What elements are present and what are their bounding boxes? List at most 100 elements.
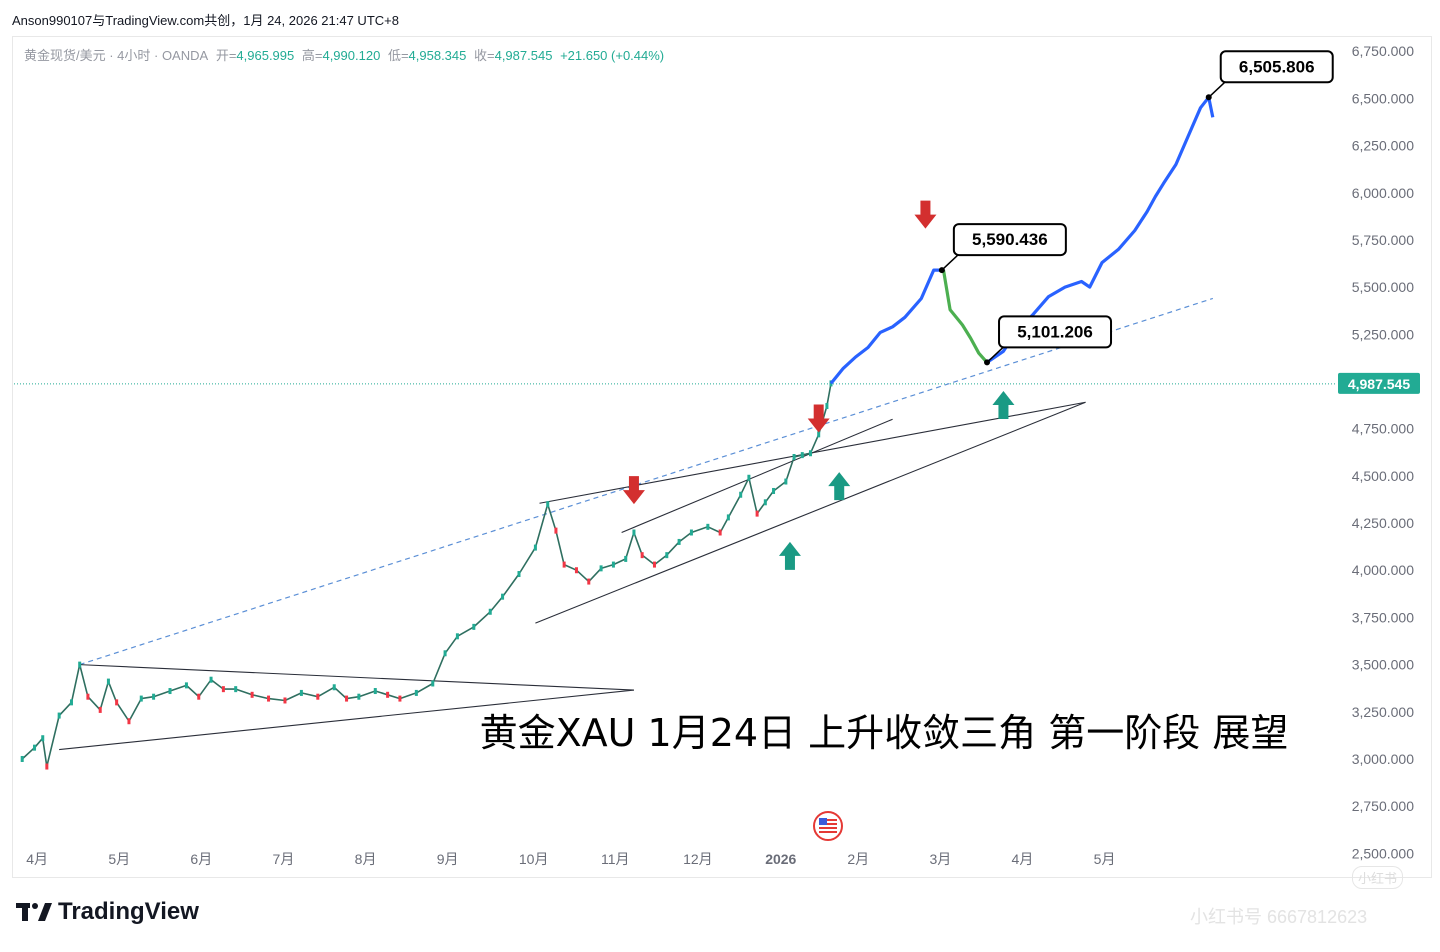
candle (221, 686, 225, 693)
candle (69, 699, 73, 706)
symbol-label: 黄金现货/美元 · 4小时 · OANDA (24, 48, 209, 63)
callout-box (998, 315, 1113, 349)
callout-label: 5,101.206 (1017, 322, 1093, 341)
callout-label: 5,590.436 (972, 230, 1048, 249)
y-axis-tick-label: 6,500.000 (1352, 90, 1414, 106)
callout-dot (984, 359, 991, 366)
candle (706, 523, 710, 530)
x-axis-tick-label: 2月 (847, 851, 869, 867)
candle (115, 699, 119, 706)
up-arrow-icon (828, 472, 851, 501)
us-flag-icon (813, 811, 843, 841)
y-axis-tick-label: 4,250.000 (1352, 515, 1414, 531)
callout-dot (938, 267, 945, 274)
candle (562, 561, 566, 568)
triangle-trendline (59, 689, 635, 751)
callout-label: 6,505.806 (1239, 57, 1315, 76)
candle (718, 529, 722, 536)
candle (414, 689, 418, 696)
candle (283, 697, 287, 704)
us-flag-canton (819, 818, 827, 825)
historical-price-line (21, 383, 832, 768)
open-value: 4,965.995 (236, 48, 295, 63)
candle (345, 695, 349, 702)
chart-frame[interactable] (12, 36, 1432, 878)
x-axis-tick-label: 9月 (437, 851, 459, 867)
tradingview-logo[interactable]: TradingView (16, 898, 199, 926)
candle (398, 695, 402, 702)
up-arrow-icon (778, 541, 801, 570)
x-axis-tick-label: 10月 (519, 851, 549, 867)
y-axis-tick-label: 5,500.000 (1352, 279, 1414, 295)
y-axis-tick-label: 6,750.000 (1352, 43, 1414, 59)
candle (98, 706, 102, 713)
callout-pointer (1208, 81, 1226, 98)
projection-down-line (941, 269, 989, 364)
projection-up-line (986, 95, 1215, 364)
candle (20, 755, 24, 762)
low-value: 4,958.345 (408, 48, 467, 63)
callout-dot (1205, 94, 1212, 101)
candle (755, 510, 759, 517)
watermark-badge: 小红书 (1352, 866, 1404, 889)
candle (772, 487, 776, 494)
candle (817, 431, 821, 438)
candle (209, 676, 213, 683)
dashed-trendline (79, 297, 1214, 666)
candle (800, 452, 804, 459)
candle (332, 684, 336, 691)
high-label: 高= (301, 48, 323, 63)
candle (127, 718, 131, 725)
callout-box (1219, 50, 1334, 84)
open-label: 开= (215, 48, 237, 63)
close-label: 收= (474, 48, 495, 63)
candle (792, 454, 796, 460)
y-axis-tick-label: 3,500.000 (1352, 657, 1414, 673)
candle (234, 686, 238, 693)
y-axis-tick-label: 2,750.000 (1352, 798, 1414, 814)
current-price-label: 4,987.545 (1348, 376, 1410, 392)
candle (517, 571, 521, 578)
triangle-trendline (79, 664, 634, 691)
projection-up-line (829, 268, 944, 385)
close-value: 4,987.545 (494, 48, 553, 63)
x-axis-tick-label: 4月 (1012, 851, 1034, 867)
candle (443, 650, 447, 657)
attribution-text: Anson990107与TradingView.com共创，1月 24, 202… (12, 13, 399, 28)
candle (139, 695, 143, 702)
callout-pointer (986, 346, 1004, 363)
candle (611, 561, 615, 568)
candle (316, 693, 320, 700)
candle (386, 691, 390, 698)
candle (726, 514, 730, 521)
up-arrow-icon (992, 390, 1015, 419)
candle (184, 682, 188, 689)
x-axis-tick-label: 3月 (929, 851, 951, 867)
candle (533, 544, 537, 551)
candle (267, 695, 271, 702)
x-axis-tick-label: 11月 (601, 851, 630, 867)
y-axis-tick-label: 6,000.000 (1352, 185, 1414, 201)
x-axis-tick-label: 6月 (190, 851, 212, 867)
x-axis-tick-label: 4月 (26, 851, 48, 867)
candle (357, 693, 361, 700)
callout-pointer (941, 254, 959, 271)
y-axis-tick-label: 4,750.000 (1352, 421, 1414, 437)
x-axis-tick-label: 5月 (1094, 851, 1116, 867)
candle (808, 450, 812, 457)
brand-label: TradingView (58, 898, 199, 925)
y-axis-tick-label: 6,250.000 (1352, 138, 1414, 154)
x-axis-tick-label: 7月 (273, 851, 295, 867)
triangle-trendline (535, 401, 1086, 624)
y-axis-tick-label: 5,250.000 (1352, 326, 1414, 342)
candle (86, 693, 90, 700)
watermark-text: 小红书号 6667812623 (1190, 907, 1368, 927)
low-label: 低= (387, 48, 409, 63)
chart-title: 黄金XAU 1月24日 上升收敛三角 第一阶段 展望 (480, 711, 1289, 755)
triangle-trendline (621, 418, 893, 534)
candle (299, 689, 303, 696)
current-price-tag (1338, 372, 1420, 394)
change-value: +21.650 (+0.44%) (560, 48, 665, 63)
candle (546, 501, 550, 508)
